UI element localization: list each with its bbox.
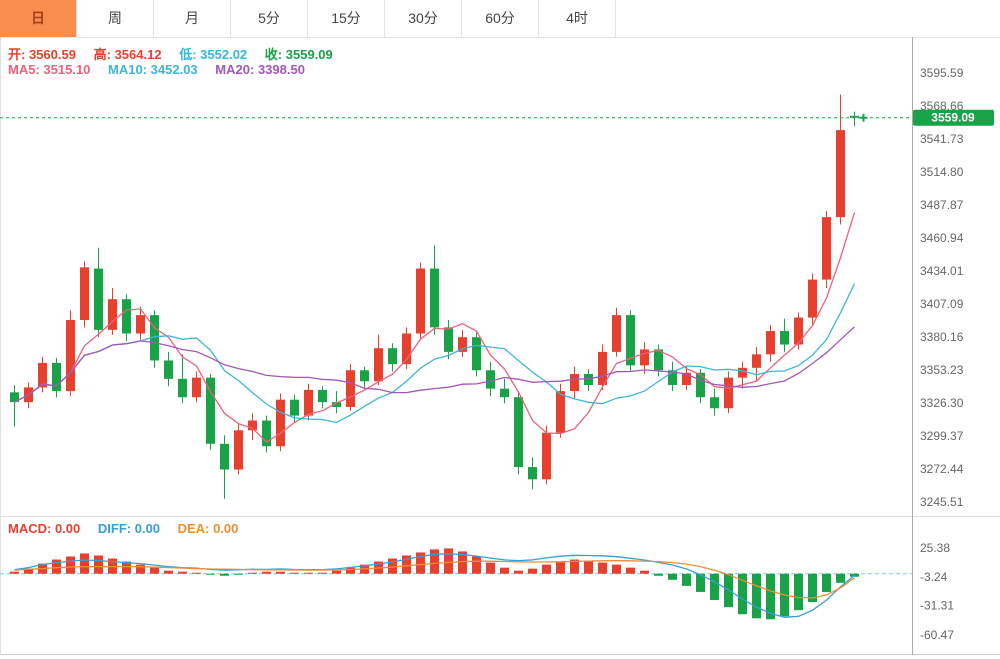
macd-y-axis-labels: 25.38 -3.24 -31.31 -60.47 xyxy=(920,541,954,642)
main-y-axis-labels: 3595.59 3568.66 3541.73 3514.80 3487.87 3460.… xyxy=(920,66,964,509)
close-legend: 收: 3559.09 xyxy=(264,47,333,62)
ma10-legend: MA10: 3452.03 xyxy=(108,62,198,77)
diff-value-legend: DIFF: 0.00 xyxy=(97,521,161,536)
svg-text:3514.80: 3514.80 xyxy=(920,165,964,179)
tabbar-filler xyxy=(616,0,1000,37)
tab-week[interactable]: 周 xyxy=(77,0,154,37)
svg-text:-60.47: -60.47 xyxy=(920,628,954,642)
svg-text:3487.87: 3487.87 xyxy=(920,198,964,212)
tab-60min[interactable]: 60分 xyxy=(462,0,539,37)
ma20-legend: MA20: 3398.50 xyxy=(215,62,305,77)
svg-text:3272.44: 3272.44 xyxy=(920,462,964,476)
dea-line xyxy=(14,560,855,599)
svg-text:3326.30: 3326.30 xyxy=(920,396,964,410)
ma5-legend: MA5: 3515.10 xyxy=(8,62,91,77)
svg-text:3595.59: 3595.59 xyxy=(920,66,964,80)
open-legend: 开: 3560.59 xyxy=(8,47,76,62)
svg-text:-31.31: -31.31 xyxy=(920,598,954,612)
tab-15min[interactable]: 15分 xyxy=(308,0,385,37)
latest-price-marker xyxy=(859,113,868,122)
latest-price-badge xyxy=(913,109,994,126)
low-legend: 低: 3552.02 xyxy=(179,47,248,62)
tab-day[interactable]: 日 xyxy=(0,0,77,37)
candlestick-macd-chart[interactable]: 3595.59 3568.66 3541.73 3514.80 3487.87 3460.… xyxy=(0,37,1000,659)
dea-value-legend: DEA: 0.00 xyxy=(177,521,239,536)
ohlc-legend: 开: 3560.59 高: 3564.12 低: 3552.02 收: 3559… xyxy=(8,44,347,63)
latest-price-badge-value: 3559.09 xyxy=(931,111,975,125)
ma5-line xyxy=(14,212,856,443)
tab-month[interactable]: 月 xyxy=(154,0,231,37)
macd-histogram xyxy=(10,548,859,620)
svg-text:3380.16: 3380.16 xyxy=(920,330,964,344)
ma-legend: MA5: 3515.10 MA10: 3452.03 MA20: 3398.50 xyxy=(8,62,319,77)
tab-4hour[interactable]: 4时 xyxy=(539,0,616,37)
ma10-line xyxy=(14,283,856,424)
svg-text:3541.73: 3541.73 xyxy=(920,132,964,146)
svg-text:3460.94: 3460.94 xyxy=(920,231,964,245)
svg-text:3245.51: 3245.51 xyxy=(920,495,964,509)
macd-value-legend: MACD: 0.00 xyxy=(8,521,81,536)
svg-text:3434.01: 3434.01 xyxy=(920,264,964,278)
svg-text:3299.37: 3299.37 xyxy=(920,429,964,443)
tab-5min[interactable]: 5分 xyxy=(231,0,308,37)
svg-text:3568.66: 3568.66 xyxy=(920,99,964,113)
diff-line xyxy=(14,553,855,618)
svg-text:3407.09: 3407.09 xyxy=(920,297,964,311)
svg-text:25.38: 25.38 xyxy=(920,541,950,555)
ma20-line xyxy=(14,326,855,403)
svg-text:-3.24: -3.24 xyxy=(920,570,948,584)
svg-text:3353.23: 3353.23 xyxy=(920,363,964,377)
macd-legend: MACD: 0.00 DIFF: 0.00 DEA: 0.00 xyxy=(8,521,252,536)
timeframe-tabbar: 日 周 月 5分 15分 30分 60分 4时 xyxy=(0,0,1000,38)
high-legend: 高: 3564.12 xyxy=(93,47,162,62)
tab-30min[interactable]: 30分 xyxy=(385,0,462,37)
candles-layer xyxy=(10,94,859,499)
